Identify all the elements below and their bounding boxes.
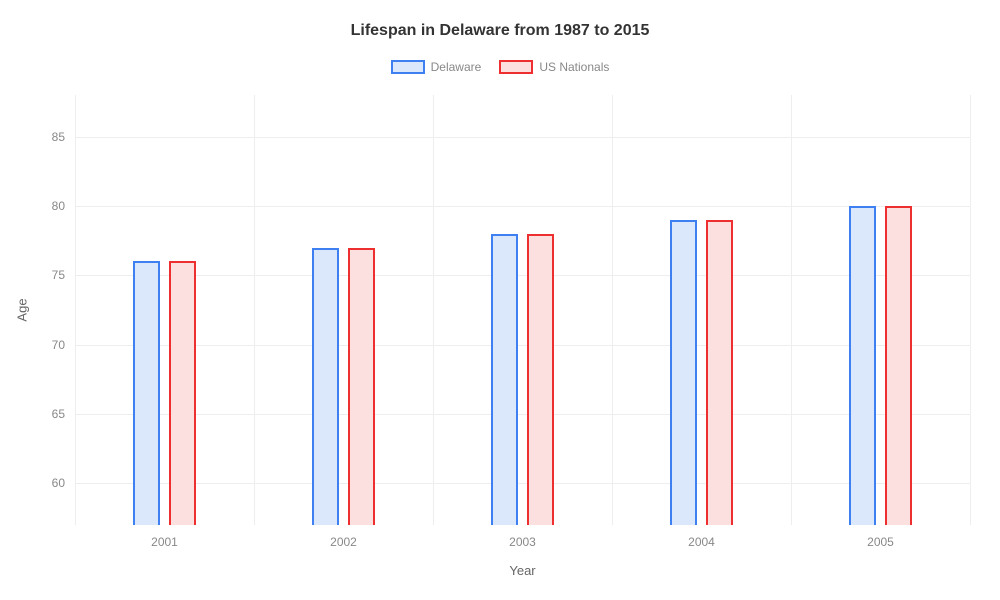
gridline-vertical <box>612 95 613 525</box>
chart-container: Lifespan in Delaware from 1987 to 2015 D… <box>0 0 1000 600</box>
bar <box>133 261 160 525</box>
y-tick-label: 75 <box>52 268 75 282</box>
legend-swatch <box>499 60 533 74</box>
gridline-horizontal <box>75 275 970 276</box>
chart-title: Lifespan in Delaware from 1987 to 2015 <box>0 22 1000 40</box>
bar <box>885 206 912 525</box>
gridline-vertical <box>970 95 971 525</box>
x-tick-label: 2005 <box>867 525 894 549</box>
bar <box>491 234 518 525</box>
bar <box>849 206 876 525</box>
legend-label: US Nationals <box>539 60 609 74</box>
y-tick-label: 60 <box>52 476 75 490</box>
bar <box>169 261 196 525</box>
y-tick-label: 65 <box>52 407 75 421</box>
x-axis-label: Year <box>509 563 535 578</box>
bar <box>527 234 554 525</box>
x-tick-label: 2003 <box>509 525 536 549</box>
gridline-vertical <box>791 95 792 525</box>
y-tick-label: 85 <box>52 130 75 144</box>
gridline-vertical <box>254 95 255 525</box>
y-tick-label: 70 <box>52 338 75 352</box>
x-tick-label: 2001 <box>151 525 178 549</box>
gridline-horizontal <box>75 483 970 484</box>
y-tick-label: 80 <box>52 199 75 213</box>
gridline-vertical <box>433 95 434 525</box>
legend: Delaware US Nationals <box>0 60 1000 74</box>
bar <box>312 248 339 525</box>
x-tick-label: 2004 <box>688 525 715 549</box>
bar <box>670 220 697 525</box>
gridline-horizontal <box>75 206 970 207</box>
y-axis-label: Age <box>15 298 30 321</box>
bar <box>348 248 375 525</box>
gridline-horizontal <box>75 137 970 138</box>
plot-area: 60657075808520012002200320042005 <box>75 95 970 525</box>
gridline-horizontal <box>75 345 970 346</box>
gridline-vertical <box>75 95 76 525</box>
legend-label: Delaware <box>431 60 482 74</box>
x-tick-label: 2002 <box>330 525 357 549</box>
gridline-horizontal <box>75 414 970 415</box>
bar <box>706 220 733 525</box>
legend-swatch <box>391 60 425 74</box>
legend-item: US Nationals <box>499 60 609 74</box>
legend-item: Delaware <box>391 60 482 74</box>
